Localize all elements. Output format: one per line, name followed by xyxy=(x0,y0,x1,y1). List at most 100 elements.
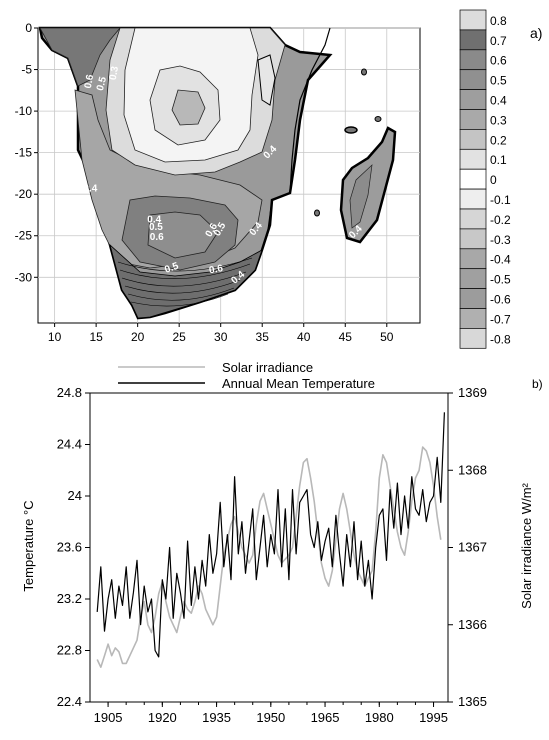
series-line-temperature xyxy=(96,412,445,658)
south-contour-bundle xyxy=(117,257,253,307)
colorbar-swatch xyxy=(459,129,487,150)
contour-label: 0.5 xyxy=(149,222,163,233)
colorbar-swatch xyxy=(459,89,487,110)
colorbar-label: -0.6 xyxy=(490,293,511,307)
colorbar-label: -0.5 xyxy=(490,273,511,287)
legend-label-solar: Solar irradiance xyxy=(222,360,313,375)
y-right-tick-label: 1367 xyxy=(458,540,487,555)
map-x-tick-label: 20 xyxy=(131,330,145,344)
series-line-solar-irradiance xyxy=(96,446,442,669)
y-right-tick-label: 1369 xyxy=(458,385,487,400)
colorbar-label: 0.8 xyxy=(490,14,507,28)
colorbar-swatch xyxy=(459,308,487,329)
colorbar-label: -0.7 xyxy=(490,312,511,326)
map-axes: 10 15 20 25 30 35 40 45 50 0 -5 -10 -15 -20 -25 -30 xyxy=(15,21,394,344)
colorbar-label: 0.2 xyxy=(490,133,507,147)
map-x-tick-label: 40 xyxy=(297,330,311,344)
colorbar-swatch xyxy=(459,9,487,31)
map-y-tick-label: -25 xyxy=(15,229,33,243)
colorbar-label: 0 xyxy=(490,173,497,187)
colorbar-swatch xyxy=(459,268,487,289)
x-tick-label: 1965 xyxy=(311,710,340,725)
contour-label: 0.6 xyxy=(150,232,164,243)
y-left-tick-label: 24 xyxy=(68,488,82,503)
colorbar-label: -0.1 xyxy=(490,193,511,207)
colorbar-swatch xyxy=(459,168,487,190)
colorbar-label: -0.4 xyxy=(490,253,511,267)
x-tick-label: 1995 xyxy=(419,710,448,725)
map-x-tick-label: 10 xyxy=(48,330,62,344)
map-y-tick-label: -5 xyxy=(21,63,32,77)
y-left-tick-label: 23.2 xyxy=(57,591,82,606)
colorbar-swatch xyxy=(459,188,487,210)
x-tick-label: 1935 xyxy=(202,710,231,725)
map-x-tick-label: 15 xyxy=(89,330,103,344)
colorbar-label: -0.3 xyxy=(490,233,511,247)
x-tick-label: 1905 xyxy=(94,710,123,725)
x-tick-label: 1920 xyxy=(148,710,177,725)
contour-labels: 0.60.30.50.40.40.40.40.50.6 0.60.50.40.4 0… xyxy=(61,65,365,287)
y-left-tick-label: 24.8 xyxy=(57,385,82,400)
colorbar-label: 0.7 xyxy=(490,34,507,48)
colorbar-label: 0.5 xyxy=(490,74,507,88)
contour-label: 0.4 xyxy=(147,214,161,225)
y-left-tick-label: 22.4 xyxy=(57,694,82,709)
colorbar-label: -0.2 xyxy=(490,213,511,227)
contour-label: 0.6 xyxy=(208,263,224,276)
y-axis-label-right: Solar irradiance W/m² xyxy=(519,482,534,608)
line-series xyxy=(96,412,445,669)
map-x-tick-label: 25 xyxy=(172,330,186,344)
x-tick-label: 1980 xyxy=(365,710,394,725)
y-right-tick-label: 1368 xyxy=(458,462,487,477)
x-tick-label: 1950 xyxy=(256,710,285,725)
map-y-tick-label: -10 xyxy=(15,104,33,118)
legend: Solar irradiance Annual Mean Temperature xyxy=(118,360,375,391)
map-y-tick-label: 0 xyxy=(25,21,32,35)
map-y-tick-label: -20 xyxy=(15,187,33,201)
contour-label: 0.5 xyxy=(95,75,109,92)
line-axes: 1905 1920 1935 1950 1965 1980 1995 22.4 22.8 23.2… xyxy=(57,385,487,725)
colorbar-swatch xyxy=(459,208,487,230)
madagascar-core xyxy=(349,164,373,229)
panel-b-label: b) xyxy=(532,377,543,391)
island xyxy=(314,209,320,217)
map-y-tick-label: -30 xyxy=(15,270,33,284)
field-coast-south xyxy=(109,243,263,319)
colorbar: 0.8 0.7 0.6 0.5 0.4 0.3 0.2 0.1 0 -0.1 -0.2 -0.3 -0.… xyxy=(459,9,511,349)
map-x-tick-label: 45 xyxy=(339,330,353,344)
contour-label: 0.4 xyxy=(83,184,97,195)
colorbar-label: 0.6 xyxy=(490,54,507,68)
contour-label: 0.6 xyxy=(83,73,96,89)
east-coastline xyxy=(261,27,331,251)
y-axis-label-left: Temperature °C xyxy=(21,500,36,591)
colorbar-swatch xyxy=(459,228,487,250)
contour-label: 0.5 xyxy=(163,261,180,276)
map-fields xyxy=(38,26,397,320)
y-left-tick-label: 22.8 xyxy=(57,643,82,658)
y-right-tick-label: 1366 xyxy=(458,617,487,632)
colorbar-swatch xyxy=(459,69,487,90)
map-x-tick-label: 35 xyxy=(256,330,270,344)
contour-label: 0.3 xyxy=(108,65,121,81)
field-grey-core xyxy=(171,89,206,126)
map-x-tick-label: 30 xyxy=(214,330,228,344)
field-inner-south xyxy=(147,211,219,259)
colorbar-swatch xyxy=(459,29,487,51)
colorbar-swatch xyxy=(459,328,487,349)
map-y-tick-label: -15 xyxy=(15,146,33,160)
colorbar-swatch xyxy=(459,148,487,170)
colorbar-swatch xyxy=(459,248,487,270)
y-left-tick-label: 24.4 xyxy=(57,437,82,452)
colorbar-label: 0.4 xyxy=(490,94,507,108)
panel-a-label: a) xyxy=(530,25,542,41)
island xyxy=(361,68,367,76)
island xyxy=(344,126,358,134)
contour-label: 0.4 xyxy=(61,131,76,148)
map-x-tick-label: 50 xyxy=(380,330,394,344)
colorbar-label: 0.1 xyxy=(490,153,507,167)
field-dark-west xyxy=(39,27,121,87)
colorbar-swatch xyxy=(459,288,487,309)
legend-label-temperature: Annual Mean Temperature xyxy=(222,376,375,391)
colorbar-label: 0.3 xyxy=(490,113,507,127)
